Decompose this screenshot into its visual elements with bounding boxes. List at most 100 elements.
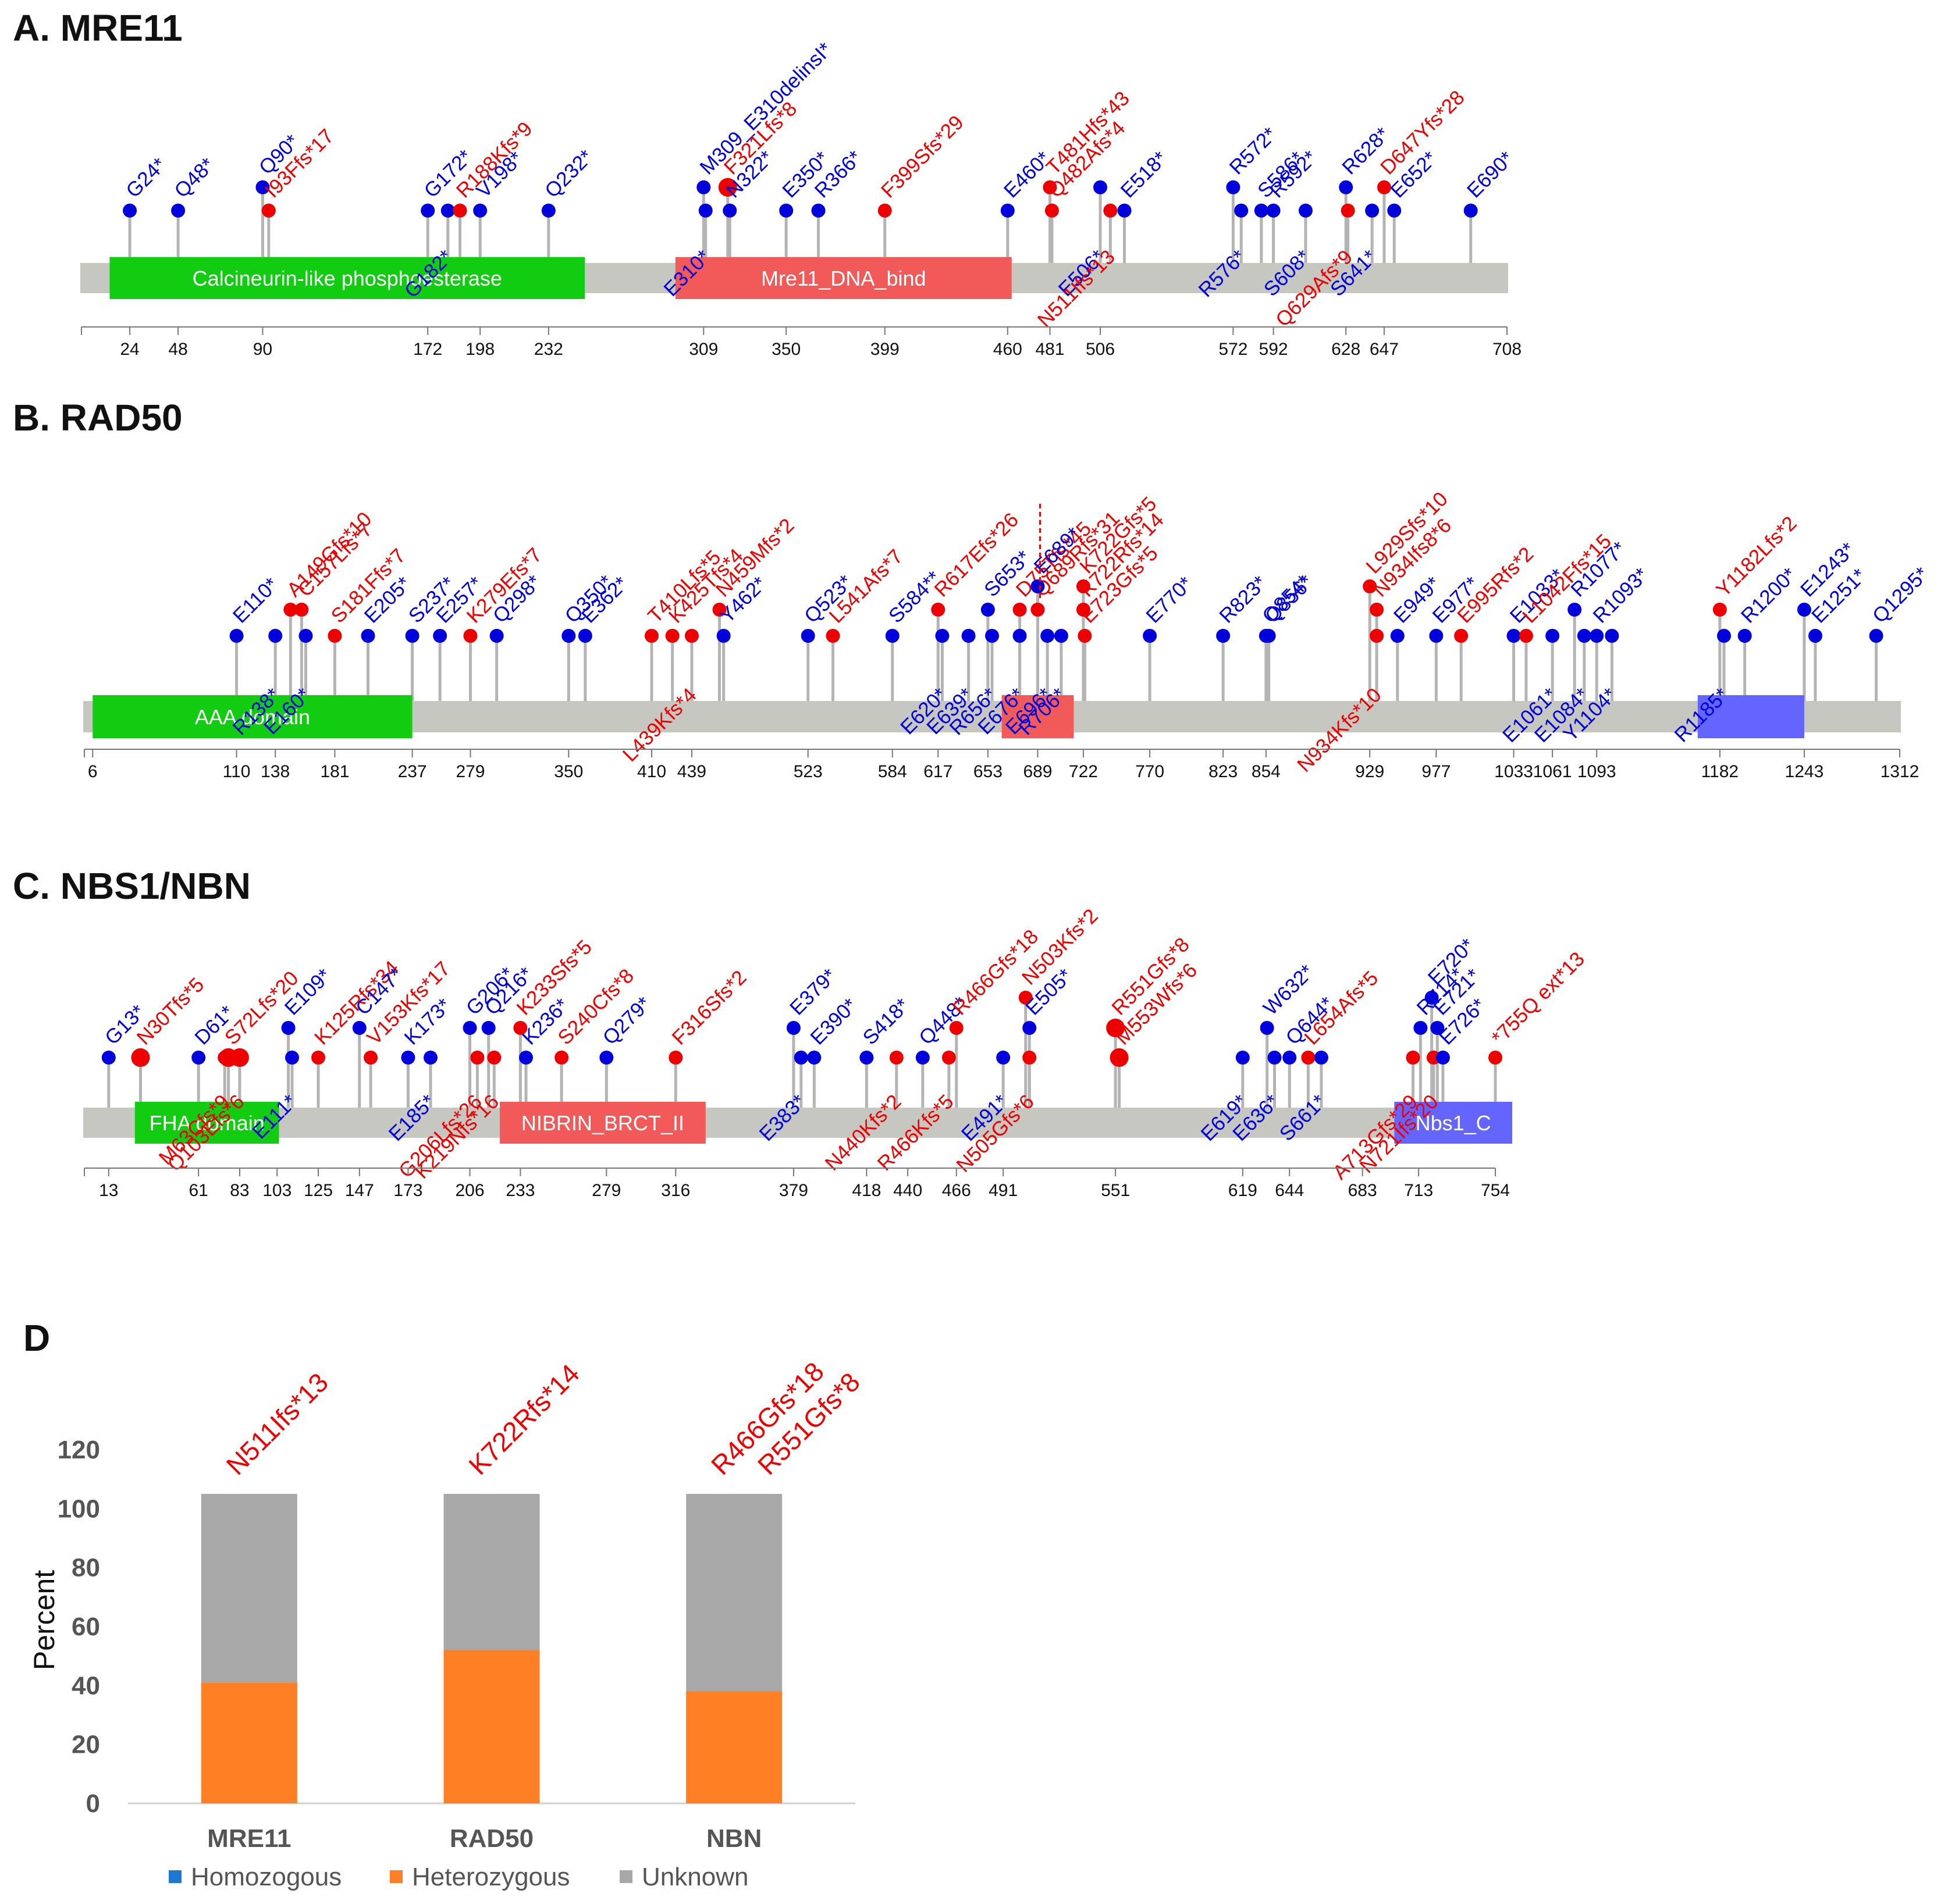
lollipop-dot: [980, 603, 995, 617]
axis-tick-label: 491: [989, 1181, 1018, 1200]
lollipop-dot: [801, 629, 815, 643]
y-tick-label: 60: [72, 1613, 100, 1641]
bar-segment: [686, 1494, 783, 1692]
domain-box: [93, 695, 413, 738]
axis-tick-label: 237: [398, 762, 427, 781]
lollipop-dot: [1370, 629, 1384, 643]
lollipop-dot: [723, 204, 737, 218]
lollipop-dot: [1235, 1051, 1250, 1065]
axis-tick-label: 1093: [1577, 762, 1616, 781]
axis-tick-label: 233: [506, 1181, 535, 1200]
y-axis-label: Percent: [28, 1570, 61, 1670]
lollipop-dot: [294, 603, 309, 617]
lollipop-dot: [1406, 1051, 1420, 1065]
axis-tick-label: 572: [1218, 340, 1247, 359]
lollipop-dot: [1519, 629, 1533, 643]
x-category-label: RAD50: [450, 1824, 534, 1853]
axis-tick-label: 83: [230, 1181, 249, 1200]
axis-tick-label: 754: [1481, 1181, 1510, 1200]
domain-box: [1697, 695, 1804, 738]
lollipop-dot: [889, 1051, 904, 1065]
mutation-label: Q232*: [541, 145, 598, 202]
lollipop-dot: [1076, 579, 1090, 593]
lollipop-dot: [328, 629, 342, 643]
domain-box: [109, 257, 585, 299]
axis-tick-label: 24: [120, 340, 139, 359]
lollipop-dot: [361, 629, 375, 643]
axis-tick-label: 523: [794, 762, 823, 781]
axis-tick-label: 1312: [1881, 762, 1920, 781]
mutation-label: E518*: [1117, 147, 1172, 202]
axis-tick-label: 770: [1135, 762, 1164, 781]
axis-tick-label: 653: [973, 762, 1003, 781]
domain-box: [134, 1102, 279, 1144]
lollipop-dot: [1000, 204, 1015, 218]
panel-a-mre11: A. MRE11 Calcineurin-like phosphoesterase…: [13, 7, 1522, 359]
lollipop-dot: [487, 1051, 502, 1065]
lollipop-dot: [1043, 180, 1057, 194]
axis-tick-label: 584: [878, 762, 907, 781]
lollipop-dot: [255, 180, 270, 194]
protein-backbone: [83, 1108, 1497, 1138]
lollipop-dot: [684, 629, 699, 643]
lollipop-dot: [949, 1021, 964, 1035]
axis-tick-label: 619: [1228, 1181, 1257, 1200]
domain-box: [499, 1102, 706, 1144]
lollipop-dot: [1022, 1051, 1037, 1065]
lollipop-dot: [311, 1051, 326, 1065]
lollipop-dot: [1282, 1051, 1297, 1065]
axis-tick-label: 48: [168, 340, 187, 359]
lollipop-dot: [554, 1051, 569, 1065]
axis-tick-label: 379: [779, 1181, 808, 1200]
axis-tick-label: 172: [413, 340, 442, 359]
lollipop-dot: [1030, 603, 1045, 617]
axis-tick-label: 708: [1492, 340, 1522, 359]
lollipop-dot: [1430, 1021, 1445, 1035]
axis-tick-label: 823: [1208, 762, 1238, 781]
lollipop-dot: [489, 629, 504, 643]
domain-label: Mre11_DNA_bind: [761, 266, 926, 290]
lollipop-dot: [1869, 629, 1883, 643]
axis-tick-label: 206: [456, 1181, 485, 1200]
lollipop-dot: [786, 1021, 801, 1035]
mutation-label: Q1295*: [1868, 563, 1933, 628]
y-tick-label: 0: [86, 1789, 100, 1818]
lollipop-dot: [826, 629, 840, 643]
lollipop-dot: [1365, 204, 1380, 218]
axis-tick-label: 439: [677, 762, 706, 781]
lollipop-dot: [718, 178, 737, 197]
lollipop-dot: [1216, 629, 1231, 643]
lollipop-dot: [101, 1051, 116, 1065]
lollipop-dot: [191, 1051, 206, 1065]
lollipop-dot: [1716, 629, 1731, 643]
domain-box: [675, 257, 1012, 299]
mutation-label: E110*: [229, 573, 283, 627]
axis-tick-label: 279: [592, 1181, 621, 1200]
lollipop-dot: [401, 1051, 415, 1065]
lollipop-dot: [1545, 629, 1560, 643]
lollipop-dot: [1577, 629, 1591, 643]
lollipop-dot: [1054, 629, 1068, 643]
lollipop-dot: [1103, 204, 1118, 218]
lollipop-dot: [261, 204, 276, 218]
lollipop-dot: [961, 629, 976, 643]
axis-tick-label: 440: [893, 1181, 922, 1200]
lollipop-dot: [1030, 579, 1045, 593]
axis-tick-label: 350: [554, 762, 583, 781]
lollipop-dot: [1463, 204, 1478, 218]
lollipop-dot: [440, 204, 455, 218]
axis-tick-label: 232: [534, 340, 563, 359]
lollipop-dot: [473, 204, 488, 218]
axis-tick-label: 309: [689, 340, 718, 359]
axis-tick-label: 138: [261, 762, 290, 781]
axis-tick-label: 1033: [1494, 762, 1533, 781]
domain-label: Nbs1_C: [1416, 1111, 1491, 1135]
domain-label: NIBRIN_BRCT_II: [521, 1111, 684, 1135]
mutation-label: E690*: [1463, 147, 1518, 202]
lollipop-dot: [421, 204, 435, 218]
y-tick-label: 40: [72, 1671, 100, 1700]
panel-c-nbn: C. NBS1/NBN FHA domain NIBRIN_BRCT_II Nbs1_…: [13, 865, 1589, 1200]
lollipop-dot: [470, 1051, 485, 1065]
domain-box: [1001, 695, 1074, 738]
lollipop-dot: [794, 1051, 808, 1065]
